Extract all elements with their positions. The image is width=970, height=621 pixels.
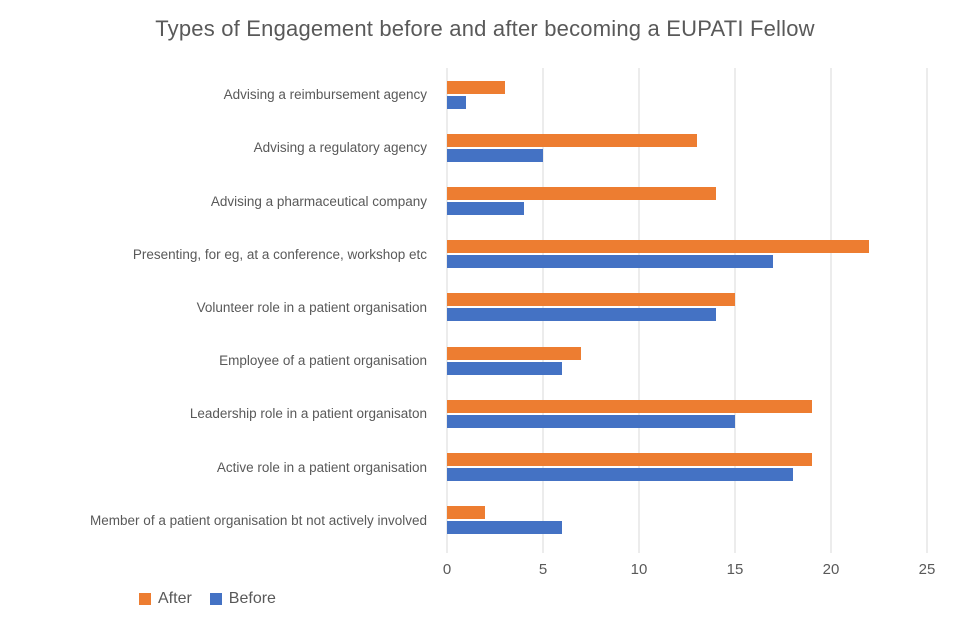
legend-label-before: Before [228,590,276,607]
before-series-swatch [209,593,222,605]
chart-title: Types of Engagement before and after bec… [155,16,815,41]
category-label: Leadership role in a patient organisaton [189,406,427,422]
legend-label-after: After [158,590,192,607]
x-tick-label-10: 10 [630,561,648,578]
bar-group [447,387,927,440]
bar-after [447,187,716,201]
bar-before [447,202,524,216]
grid-line-25 [926,68,928,553]
bar-group [447,228,927,281]
bar-group [447,68,927,121]
x-tick-label-5: 5 [538,561,548,578]
bar-after [447,133,697,147]
bar-before [447,308,716,322]
grid-line-20 [830,68,832,553]
bar-before [447,95,467,109]
bar-group [447,441,927,494]
category-label: Presenting, for eg, at a conference, wor… [132,246,427,262]
legend-item-after: After [139,590,192,608]
bar-before [447,255,774,269]
grid-line-15 [734,68,736,553]
after-series-swatch [139,593,151,605]
bar-after [447,506,486,520]
legend: After Before [139,590,276,608]
legend-item-before: Before [209,590,276,608]
bar-before [447,361,563,375]
bar-rows [447,68,927,547]
category-label: Member of a patient organisation bt not … [90,512,427,528]
bar-before [447,148,543,162]
category-label: Advising a pharmaceutical company [210,193,427,209]
category-label: Employee of a patient organisation [219,353,427,369]
bar-after [447,399,812,413]
x-tick-label-20: 20 [822,561,840,578]
x-tick-label-0: 0 [442,561,452,578]
x-tick-label-15: 15 [726,561,744,578]
category-label: Active role in a patient organisation [216,459,427,475]
bar-group [447,494,927,547]
bar-after [447,80,505,94]
bar-before [447,414,735,428]
category-axis: Advising a reimbursement agency Advising … [0,68,437,547]
bar-group [447,121,927,174]
bar-before [447,521,563,535]
plot-area [446,68,928,553]
bar-after [447,346,582,360]
category-label: Volunteer role in a patient organisation [196,299,427,315]
category-label: Advising a regulatory agency [253,140,427,156]
bar-after [447,453,812,467]
bar-after [447,293,735,307]
bar-group [447,281,927,334]
bar-after [447,240,870,254]
bar-group [447,334,927,387]
x-tick-label-25: 25 [918,561,936,578]
category-label: Advising a reimbursement agency [223,87,427,103]
bar-group [447,174,927,227]
bar-before [447,468,793,482]
value-axis: 0 5 10 15 20 25 [443,561,936,581]
